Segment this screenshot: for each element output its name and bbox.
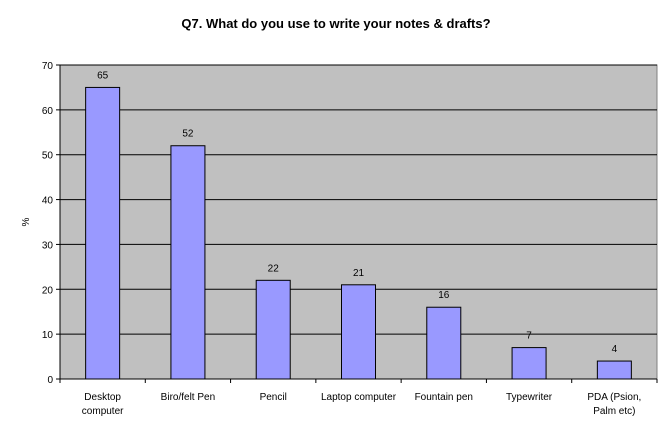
data-label: 65 — [97, 70, 109, 81]
y-tick-label: 0 — [47, 375, 53, 386]
x-tick-label: Biro/felt Pen — [161, 392, 215, 403]
y-tick-label: 70 — [42, 61, 54, 72]
data-label: 21 — [353, 268, 365, 279]
chart-title: Q7. What do you use to write your notes … — [181, 16, 491, 31]
data-label: 7 — [526, 331, 532, 342]
y-tick-label: 30 — [42, 240, 54, 251]
data-label: 4 — [612, 344, 618, 355]
bar — [596, 360, 632, 380]
x-tick-label: Pencil — [260, 392, 287, 403]
y-tick-label: 40 — [42, 196, 54, 207]
x-tick-label: Typewriter — [506, 392, 553, 403]
y-tick-label: 50 — [42, 151, 54, 162]
bar — [255, 279, 291, 380]
bar — [170, 145, 206, 380]
data-label: 16 — [438, 290, 450, 301]
bar — [341, 284, 376, 380]
x-tick-label: Laptop computer — [321, 392, 397, 403]
y-tick-label: 10 — [42, 330, 54, 341]
gridlines — [60, 64, 657, 335]
bar — [85, 86, 121, 380]
bar — [511, 347, 547, 380]
x-tick-label: Palm etc) — [593, 406, 635, 417]
x-tick-label: PDA (Psion, — [587, 392, 641, 403]
y-tick-label: 20 — [42, 285, 54, 296]
data-label: 22 — [268, 263, 280, 274]
data-label: 52 — [182, 129, 194, 140]
y-tick-label: 60 — [42, 106, 54, 117]
bar — [426, 306, 462, 380]
x-tick-label: Fountain pen — [415, 392, 473, 403]
y-axis-label: % — [21, 217, 32, 226]
x-tick-label: computer — [82, 406, 124, 417]
x-tick-label: Desktop — [84, 392, 121, 403]
bars: 65 52 22 21 16 7 4 — [85, 70, 632, 380]
axes: 0 10 20 30 40 50 60 70 Desktop computer Biro/felt … — [42, 61, 658, 417]
